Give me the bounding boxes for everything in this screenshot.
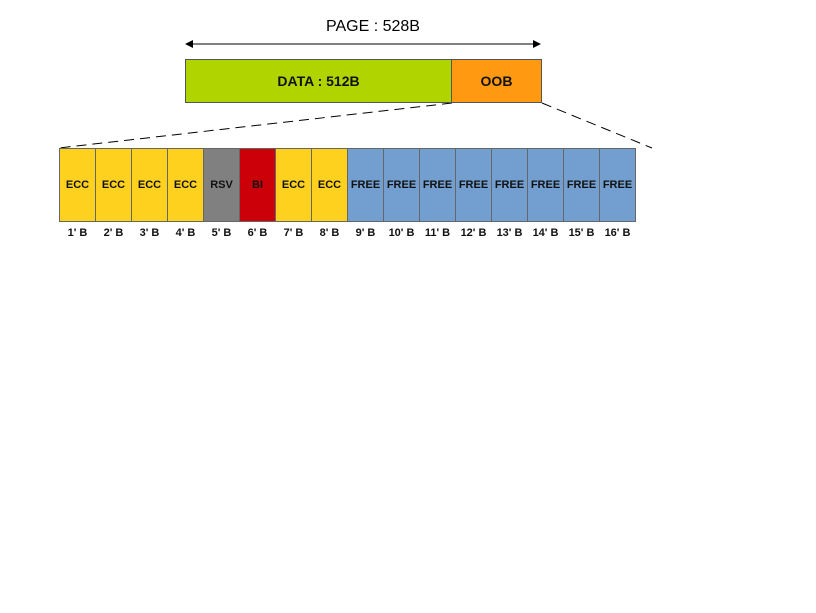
byte-index-labels-row: 1' B 2' B 3' B 4' B 5' B 6' B 7' B 8' B 9' B 10' …: [59, 227, 636, 239]
byte-index-label: 10' B: [388, 227, 415, 239]
byte-index-label: 1' B: [67, 227, 88, 239]
byte-index-label: 6' B: [247, 227, 268, 239]
oob-byte-cell-free: FREE: [491, 148, 528, 222]
data-region-box: DATA : 512B: [185, 59, 452, 103]
oob-expand-line-right: [541, 102, 653, 149]
byte-index-label: 8' B: [319, 227, 340, 239]
byte-index-label: 5' B: [211, 227, 232, 239]
oob-byte-cell-ecc: ECC: [167, 148, 204, 222]
oob-byte-cell-free: FREE: [383, 148, 420, 222]
oob-byte-cell-free: FREE: [563, 148, 600, 222]
byte-index-label: 9' B: [355, 227, 376, 239]
byte-index-label: 12' B: [460, 227, 487, 239]
byte-index-label: 7' B: [283, 227, 304, 239]
oob-byte-cell-ecc: ECC: [311, 148, 348, 222]
byte-index-label: 2' B: [103, 227, 124, 239]
byte-index-label: 4' B: [175, 227, 196, 239]
oob-byte-cell-free: FREE: [599, 148, 636, 222]
oob-byte-cell-free: FREE: [527, 148, 564, 222]
byte-index-label: 14' B: [532, 227, 559, 239]
oob-byte-cell-free: FREE: [419, 148, 456, 222]
page-size-label: PAGE : 528B: [326, 18, 420, 35]
oob-byte-cell-ecc: ECC: [95, 148, 132, 222]
oob-region-box: OOB: [452, 59, 542, 103]
data-region-label: DATA : 512B: [277, 73, 360, 89]
oob-byte-cell-ecc: ECC: [275, 148, 312, 222]
oob-byte-cell-free: FREE: [347, 148, 384, 222]
oob-region-label: OOB: [480, 73, 513, 89]
oob-byte-cell-rsv: RSV: [203, 148, 240, 222]
byte-index-label: 13' B: [496, 227, 523, 239]
byte-index-label: 15' B: [568, 227, 595, 239]
oob-byte-cell-ecc: ECC: [59, 148, 96, 222]
oob-bytes-row: ECC ECC ECC ECC RSV BI ECC ECC FREE FREE FREE FREE F…: [59, 148, 636, 222]
oob-expand-line-left: [58, 102, 453, 149]
byte-index-label: 3' B: [139, 227, 160, 239]
byte-index-label: 16' B: [604, 227, 631, 239]
oob-byte-cell-ecc: ECC: [131, 148, 168, 222]
byte-index-label: 11' B: [424, 227, 451, 239]
oob-byte-cell-bi: BI: [239, 148, 276, 222]
oob-byte-cell-free: FREE: [455, 148, 492, 222]
